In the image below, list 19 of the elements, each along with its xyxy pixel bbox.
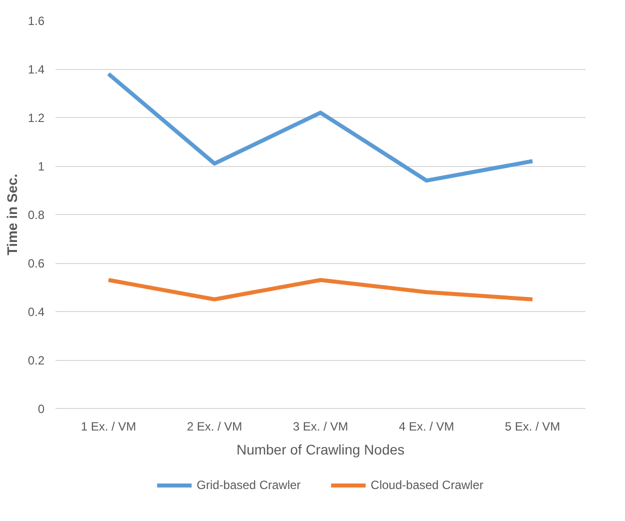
y-tick-label: 1.6 [28, 14, 45, 28]
legend-label: Grid-based Crawler [196, 478, 301, 492]
y-tick-label: 1.2 [28, 111, 45, 125]
x-tick-label: 3 Ex. / VM [292, 420, 348, 434]
y-axis-title: Time in Sec. [4, 174, 20, 256]
x-tick-label: 2 Ex. / VM [186, 420, 242, 434]
legend-label: Cloud-based Crawler [370, 478, 484, 492]
y-tick-label: 1.4 [28, 62, 45, 76]
y-tick-label: 0 [38, 402, 45, 416]
x-tick-label: 5 Ex. / VM [504, 420, 560, 434]
x-axis-title: Number of Crawling Nodes [236, 442, 405, 458]
y-tick-label: 0.6 [28, 256, 45, 270]
y-tick-label: 0.8 [28, 208, 45, 222]
x-tick-label: 4 Ex. / VM [398, 420, 454, 434]
line-series [106, 72, 534, 183]
x-tick-label: 1 Ex. / VM [80, 420, 136, 434]
y-tick-label: 0.4 [28, 305, 45, 319]
y-tick-label: 0.2 [28, 354, 45, 368]
y-tick-label: 1 [38, 160, 45, 174]
